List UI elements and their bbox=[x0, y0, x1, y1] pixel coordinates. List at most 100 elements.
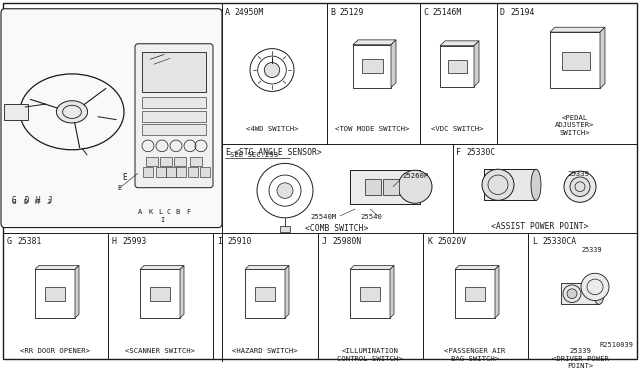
Bar bbox=[455, 269, 495, 318]
Text: 25339: 25339 bbox=[582, 247, 603, 253]
Circle shape bbox=[564, 171, 596, 202]
Bar bbox=[150, 287, 170, 301]
Text: F: F bbox=[186, 209, 190, 215]
Text: E: E bbox=[225, 148, 230, 157]
Bar bbox=[142, 97, 206, 108]
Bar bbox=[365, 179, 381, 195]
Text: 25339: 25339 bbox=[567, 171, 589, 177]
Text: I: I bbox=[217, 237, 222, 246]
Bar bbox=[35, 269, 75, 318]
Circle shape bbox=[581, 273, 609, 301]
Bar bbox=[190, 157, 202, 166]
Bar bbox=[160, 157, 172, 166]
Text: 25020V: 25020V bbox=[437, 237, 467, 246]
Bar bbox=[4, 104, 28, 120]
Text: J: J bbox=[47, 199, 51, 205]
Bar bbox=[484, 169, 536, 201]
Text: L: L bbox=[158, 209, 162, 215]
Text: G: G bbox=[12, 196, 16, 205]
Bar bbox=[448, 60, 467, 73]
Text: 25381: 25381 bbox=[17, 237, 42, 246]
Text: 25339
<DRIVER POWER
POINT>: 25339 <DRIVER POWER POINT> bbox=[552, 348, 609, 369]
Text: A: A bbox=[225, 8, 230, 17]
Text: C: C bbox=[167, 209, 171, 215]
Polygon shape bbox=[550, 27, 605, 32]
Text: <HAZARD SWITCH>: <HAZARD SWITCH> bbox=[232, 348, 298, 354]
Text: D: D bbox=[25, 196, 29, 205]
Text: F: F bbox=[456, 148, 461, 157]
Text: H: H bbox=[36, 196, 40, 205]
Text: K: K bbox=[427, 237, 432, 246]
Polygon shape bbox=[75, 266, 79, 318]
Text: 25330C: 25330C bbox=[466, 148, 495, 157]
Bar bbox=[255, 287, 275, 301]
Polygon shape bbox=[350, 266, 394, 269]
Text: G: G bbox=[7, 237, 12, 246]
Text: <COMB SWITCH>: <COMB SWITCH> bbox=[305, 224, 369, 232]
Text: E: E bbox=[123, 173, 127, 182]
Text: J: J bbox=[322, 237, 327, 246]
Bar bbox=[142, 125, 206, 135]
Bar bbox=[440, 46, 474, 87]
Text: 24950M: 24950M bbox=[234, 8, 263, 17]
Polygon shape bbox=[391, 40, 396, 87]
Ellipse shape bbox=[531, 169, 541, 201]
Text: K: K bbox=[149, 209, 153, 215]
Text: <ASSIST POWER POINT>: <ASSIST POWER POINT> bbox=[492, 222, 589, 231]
Bar bbox=[45, 287, 65, 301]
Bar bbox=[200, 167, 210, 177]
Bar bbox=[166, 167, 176, 177]
Text: B: B bbox=[330, 8, 335, 17]
Bar bbox=[561, 283, 599, 304]
Bar bbox=[350, 269, 390, 318]
Circle shape bbox=[482, 169, 514, 201]
Text: H: H bbox=[35, 199, 39, 205]
Bar bbox=[143, 167, 153, 177]
Bar bbox=[280, 226, 290, 232]
Text: A: A bbox=[138, 209, 142, 215]
Text: 25980N: 25980N bbox=[332, 237, 361, 246]
Text: G: G bbox=[12, 199, 16, 205]
Text: R2510039: R2510039 bbox=[600, 342, 634, 348]
Bar bbox=[142, 52, 206, 92]
Text: D: D bbox=[500, 8, 505, 17]
Text: <SCANNER SWITCH>: <SCANNER SWITCH> bbox=[125, 348, 195, 354]
Text: 25910: 25910 bbox=[227, 237, 252, 246]
Bar bbox=[188, 167, 198, 177]
Text: J: J bbox=[48, 196, 52, 205]
Ellipse shape bbox=[56, 101, 88, 123]
Polygon shape bbox=[600, 27, 605, 89]
Polygon shape bbox=[35, 266, 79, 269]
Text: 25146M: 25146M bbox=[432, 8, 461, 17]
Circle shape bbox=[264, 62, 280, 77]
Text: H: H bbox=[112, 237, 117, 246]
Polygon shape bbox=[474, 41, 479, 87]
Text: <VDC SWITCH>: <VDC SWITCH> bbox=[431, 126, 483, 132]
Bar bbox=[174, 157, 186, 166]
FancyBboxPatch shape bbox=[135, 44, 213, 188]
Text: 25260P: 25260P bbox=[402, 173, 428, 179]
Bar bbox=[140, 269, 180, 318]
Text: 25129: 25129 bbox=[339, 8, 364, 17]
Polygon shape bbox=[140, 266, 184, 269]
FancyBboxPatch shape bbox=[1, 9, 222, 228]
Bar bbox=[142, 111, 206, 122]
Text: 25540: 25540 bbox=[360, 214, 382, 220]
Polygon shape bbox=[440, 41, 479, 46]
Text: <ILLUMINATION
CONTROL SWITCH>: <ILLUMINATION CONTROL SWITCH> bbox=[337, 348, 403, 362]
Bar bbox=[353, 45, 391, 87]
Text: <TOW MODE SWITCH>: <TOW MODE SWITCH> bbox=[335, 126, 409, 132]
Circle shape bbox=[277, 183, 293, 198]
Text: L: L bbox=[532, 237, 537, 246]
Ellipse shape bbox=[594, 283, 604, 304]
Polygon shape bbox=[455, 266, 499, 269]
Text: <RR DOOR OPENER>: <RR DOOR OPENER> bbox=[20, 348, 90, 354]
Bar bbox=[360, 287, 380, 301]
Polygon shape bbox=[495, 266, 499, 318]
Bar bbox=[176, 167, 186, 177]
Circle shape bbox=[567, 289, 577, 299]
Bar bbox=[465, 287, 485, 301]
Text: D: D bbox=[24, 199, 28, 205]
Bar bbox=[350, 170, 420, 204]
Polygon shape bbox=[353, 40, 396, 45]
